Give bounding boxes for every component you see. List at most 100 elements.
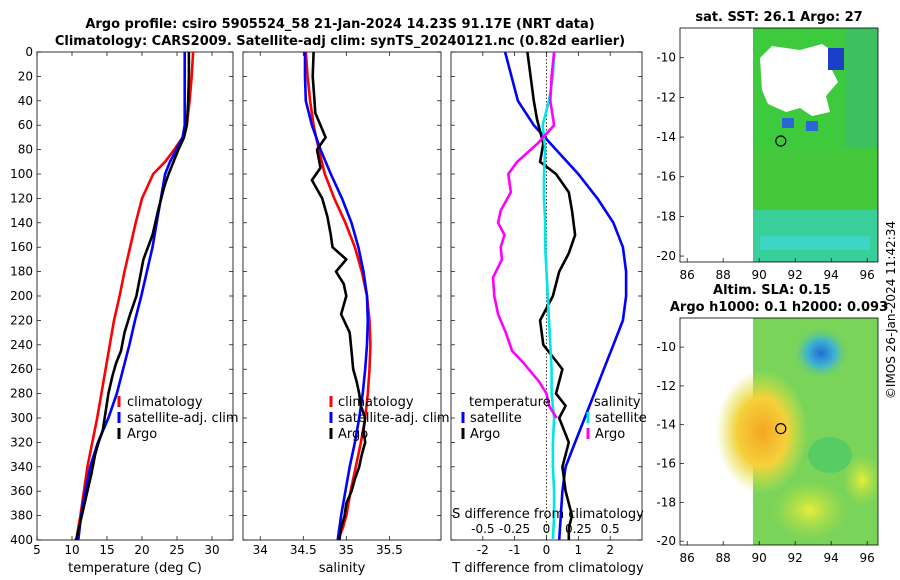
y-tick-label-60: 60: [18, 118, 33, 132]
sst-cyan-band: [760, 236, 870, 250]
y-tick-label-20: 20: [18, 69, 33, 83]
s-tick-label-0-25: -0.25: [499, 522, 530, 536]
x-tick-label-34-5: 34.5: [290, 543, 317, 557]
sst-cold-spot-3: [806, 121, 818, 131]
y-tick-label-14: -14: [656, 130, 676, 144]
legend-climatology-label: climatology: [338, 395, 414, 410]
series-t-satellite: [503, 52, 628, 540]
y-tick-label-240: 240: [10, 338, 33, 352]
y-tick-label-14: -14: [656, 418, 676, 432]
y-tick-label-220: 220: [10, 313, 33, 327]
salinity-x-label: salinity: [319, 561, 366, 576]
temperature-x-ticks: 5 10 15 20 25 30: [33, 51, 233, 557]
temperature-legend: climatology satellite-adj. clim Argo: [117, 395, 239, 442]
x-tick-label-88: 88: [716, 268, 731, 282]
y-tick-label-10: -10: [656, 340, 676, 354]
x-tick-label-94: 94: [824, 268, 839, 282]
y-tick-label-200: 200: [10, 289, 33, 303]
imos-watermark: ©IMOS 26-Jan-2024 11:42:34: [884, 221, 898, 399]
s-difference-label: S difference from climatology: [452, 507, 644, 522]
legend-satellite-label: satellite-adj. clim: [338, 411, 450, 426]
sst-map-frame: [679, 27, 879, 263]
title-line-1: Argo profile: csiro 5905524_58 21-Jan-20…: [85, 17, 594, 32]
x-tick-label-90: 90: [752, 268, 767, 282]
x-tick-label-2: 2: [606, 543, 614, 557]
sst-cold-spot-1: [828, 48, 844, 70]
difference-legend-left: temperature satellite Argo: [461, 395, 551, 442]
x-tick-label-92: 92: [788, 268, 803, 282]
difference-panel: -2 -1 0 1 2 -0.5 -0.25 0 0.25 0.5 S difference f…: [450, 51, 647, 576]
x-tick-label-96: 96: [860, 268, 875, 282]
y-tick-label-100: 100: [10, 167, 33, 181]
sla-map-title-1: Altim. SLA: 0.15: [713, 283, 831, 298]
x-tick-label-96: 96: [860, 551, 875, 565]
t-difference-x-ticks: -2 -1 0 1 2: [451, 51, 642, 557]
x-tick-label-25: 25: [169, 543, 184, 557]
sst-map-x-ticks: 86 88 90 92 94 96: [680, 258, 875, 282]
y-tick-label-0: 0: [25, 45, 33, 59]
y-tick-label-12: -12: [656, 90, 676, 104]
x-tick-label-86: 86: [680, 551, 695, 565]
x-tick-label-20: 20: [134, 543, 149, 557]
x-tick-label-2: -2: [477, 543, 489, 557]
y-tick-label-20: -20: [656, 249, 676, 263]
sst-map-image: [753, 28, 878, 262]
x-tick-label-35-5: 35.5: [376, 543, 403, 557]
sst-field-east: [845, 28, 878, 148]
salinity-x-ticks: 34 34.5 35 35.5: [243, 51, 441, 557]
x-tick-label-0: 0: [543, 543, 551, 557]
sst-missing-data: [760, 44, 838, 116]
x-tick-label-15: 15: [99, 543, 114, 557]
sla-green-patch: [808, 437, 852, 473]
legend-climatology-label: climatology: [127, 395, 203, 410]
series-argo: [74, 52, 191, 540]
legend-satellite-label: satellite-adj. clim: [127, 411, 239, 426]
s-difference-ticks: -0.5 -0.25 0 0.25 0.5: [471, 522, 620, 536]
series-climatology: [304, 52, 372, 540]
sla-yellow-east: [842, 454, 878, 506]
temperature-axes-frame: [36, 51, 234, 541]
series-satellite-adj-clim: [303, 52, 370, 540]
sst-map-title: sat. SST: 26.1 Argo: 27: [695, 10, 862, 25]
y-tick-label-400: 400: [10, 533, 33, 547]
y-tick-label-120: 120: [10, 191, 33, 205]
salinity-legend: climatology satellite-adj. clim Argo: [329, 395, 450, 442]
sla-map-x-ticks: 86 88 90 92 94 96: [680, 541, 875, 565]
x-tick-label-34: 34: [253, 543, 268, 557]
sla-low-anomaly: [793, 327, 849, 379]
x-tick-label-92: 92: [788, 551, 803, 565]
x-tick-label-35: 35: [339, 543, 354, 557]
series-satellite-adj-clim: [77, 52, 186, 540]
s-tick-label-0: 0: [543, 522, 551, 536]
y-tick-label-360: 360: [10, 484, 33, 498]
x-tick-label-30: 30: [204, 543, 219, 557]
series-s-argo: [491, 52, 558, 419]
sla-map-y-ticks: -10 -12 -14 -16 -18 -20: [656, 340, 684, 548]
series-t-argo: [526, 52, 577, 540]
legend-argo-label: Argo: [127, 427, 157, 442]
temperature-lines: [74, 52, 195, 540]
sst-argo-marker: [775, 135, 787, 147]
y-tick-label-340: 340: [10, 460, 33, 474]
y-tick-label-260: 260: [10, 362, 33, 376]
y-tick-label-40: 40: [18, 94, 33, 108]
y-tick-label-320: 320: [10, 435, 33, 449]
difference-lines: [491, 52, 628, 540]
y-tick-label-18: -18: [656, 495, 676, 509]
series-argo: [310, 52, 367, 540]
temperature-x-label: temperature (deg C): [68, 561, 202, 576]
t-difference-x-label: T difference from climatology: [451, 561, 644, 576]
series-s-satellite: [541, 52, 556, 540]
legend-salinity-title: salinity: [594, 395, 641, 410]
x-tick-label-1: -1: [509, 543, 521, 557]
x-tick-label-1: 1: [575, 543, 583, 557]
depth-y-ticks: 0 20 40 60 80 100 120 140 160 180 200 220 240 260 280 3…: [10, 45, 41, 547]
sst-map-panel: sat. SST: 26.1 Argo: 27 86 88 90 92 94 96 -10…: [656, 10, 879, 282]
y-tick-label-20: -20: [656, 534, 676, 548]
legend-t-argo-label: Argo: [470, 427, 500, 442]
x-tick-label-86: 86: [680, 268, 695, 282]
sla-map-image: [716, 318, 878, 545]
legend-s-argo-label: Argo: [595, 427, 625, 442]
legend-t-satellite-label: satellite: [470, 411, 522, 426]
sla-yellow-south: [772, 480, 848, 540]
